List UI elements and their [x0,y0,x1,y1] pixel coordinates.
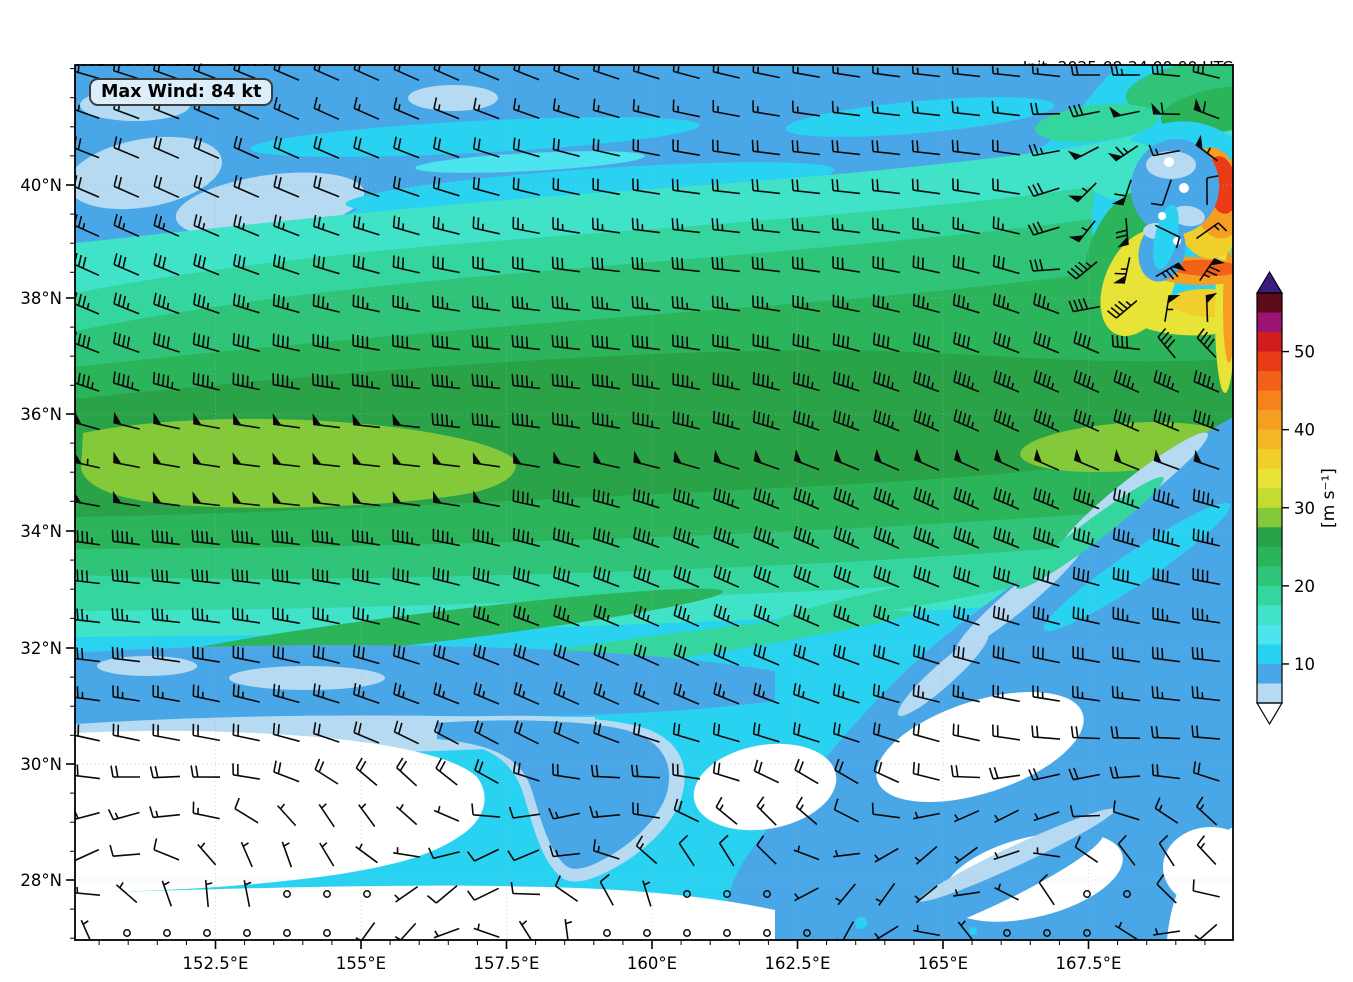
colorbar-tick-label: 20 [1294,577,1315,596]
x-tick-label: 157.5°E [474,954,540,973]
x-tick-label: 155°E [336,954,386,973]
colorbar-tick-label: 40 [1294,421,1315,440]
x-tick-label: 162.5°E [765,954,831,973]
y-tick-label: 28°N [20,871,62,890]
x-tick-label: 160°E [627,954,677,973]
max-wind-badge: Max Wind: 84 kt [89,78,274,106]
x-tick-label: 167.5°E [1056,954,1122,973]
y-tick-label: 34°N [20,522,62,541]
y-tick-label: 32°N [20,639,62,658]
x-tick-label: 152.5°E [183,954,249,973]
x-tick-label: 165°E [918,954,968,973]
colorbar: 50 40 30 20 10 [m s⁻¹] [1255,270,1339,726]
map-area [75,65,1233,940]
y-tick-label: 30°N [20,755,62,774]
colorbar-unit-label: [m s⁻¹] [1319,468,1339,528]
plot-frame [74,64,1234,941]
axis-ticks: 152.5°E 155°E 157.5°E 160°E 162.5°E 165°E 167.… [20,68,1206,973]
wind-speed-field [75,65,1233,940]
colorbar-tick-label: 30 [1294,499,1315,518]
y-tick-label: 38°N [20,289,62,308]
wind-barbs [75,65,1228,940]
y-tick-label: 36°N [20,405,62,424]
colorbar-tick-label: 50 [1294,343,1315,362]
colorbar-tick-label: 10 [1294,655,1315,674]
y-tick-label: 40°N [20,176,62,195]
